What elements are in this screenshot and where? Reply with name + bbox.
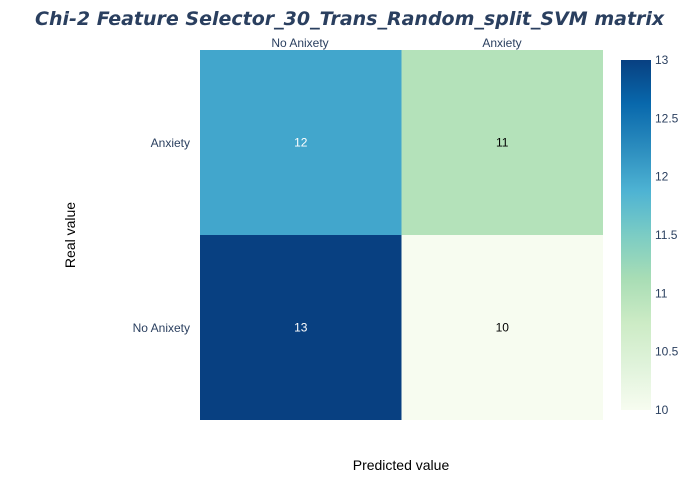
heatmap-cell	[401, 50, 603, 235]
heatmap-cell-value: 12	[294, 136, 308, 150]
colorbar-tick-label: 12.5	[655, 111, 679, 125]
heatmap-cell-labels: 12 11 13 10	[294, 136, 509, 335]
colorbar-tick-label: 11.5	[655, 228, 678, 242]
heatmap-cell	[200, 50, 402, 235]
heatmap-cell-value: 13	[294, 321, 308, 335]
heatmap-cell	[401, 235, 603, 420]
heatmap-cell-value: 11	[496, 136, 509, 150]
colorbar-tick-label: 10.5	[655, 345, 679, 359]
chart-title: Chi-2 Feature Selector_30_Trans_Random_s…	[35, 8, 665, 30]
y-axis-title: Real value	[62, 202, 78, 268]
x-tick-label-no-anixety: No Anixety	[271, 36, 328, 50]
x-axis-title: Predicted value	[353, 457, 450, 473]
colorbar-ticks: 13 12.5 12 11.5 11 10.5 10	[655, 53, 679, 417]
y-tick-label-no-anixety: No Anixety	[133, 321, 190, 335]
colorbar-tick-label: 12	[655, 170, 669, 184]
heatmap-cell	[200, 235, 402, 420]
y-tick-label-anxiety: Anxiety	[151, 136, 190, 150]
colorbar-tick-label: 11	[655, 286, 668, 300]
colorbar-tick-label: 13	[655, 53, 669, 67]
x-tick-label-anxiety: Anxiety	[482, 36, 521, 50]
heatmap-cell-value: 10	[496, 321, 510, 335]
colorbar-tick-label: 10	[655, 403, 669, 417]
heatmap-cells	[200, 50, 603, 420]
colorbar	[621, 60, 651, 410]
